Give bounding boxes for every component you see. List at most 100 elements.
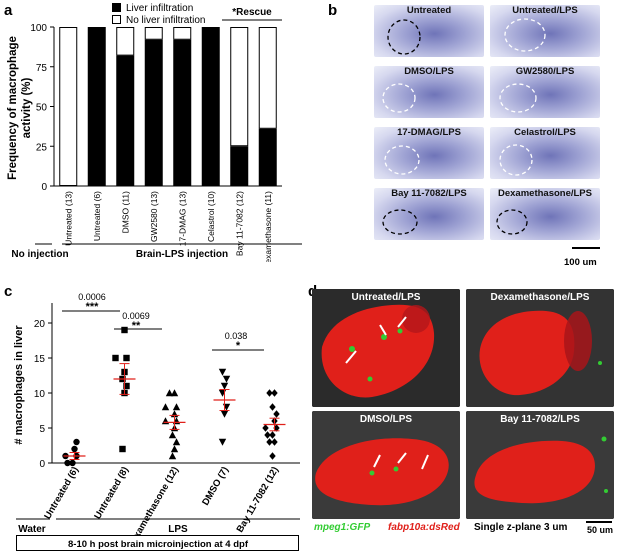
data-point — [112, 354, 119, 362]
bar-segment-liver — [144, 39, 163, 186]
chart-legend: Liver infiltration No liver infiltration — [112, 3, 205, 26]
data-point — [271, 438, 278, 446]
p-value-1: 0.0006 — [78, 292, 106, 302]
thumb-gw2580-lps: GW2580/LPS — [490, 66, 600, 118]
thumb-label: Untreated — [406, 5, 452, 16]
data-point — [64, 459, 71, 467]
data-point — [69, 459, 76, 467]
thumb-dmso-lps: DMSO/LPS — [374, 66, 484, 118]
x-tick-label: Untreated (6) — [42, 465, 81, 521]
p-value-3: 0.038 — [225, 331, 248, 341]
legend-swatch-no-liver — [112, 15, 121, 24]
y-axis-label: Frequency of macrophage activity (%) — [7, 36, 33, 180]
x-tick-label: DMSO (7) — [200, 465, 231, 508]
data-point — [222, 403, 231, 411]
thumb-label: GW2580/LPS — [515, 66, 575, 77]
scale-bar-d — [586, 521, 612, 523]
bar-segment-liver — [230, 146, 249, 186]
stars-3: * — [236, 340, 241, 352]
scatter-chart: # macrophages in liver 0 5 10 15 20 0.0006 *… — [13, 292, 300, 551]
data-point — [222, 375, 231, 383]
y-tick-label: 0 — [39, 459, 45, 470]
stars-1: *** — [86, 301, 100, 313]
thumb-label: Bay 11-7082/LPS — [391, 188, 467, 199]
liver-outline — [496, 209, 528, 235]
confocal-image — [466, 411, 614, 519]
thumb-untreated-lps: Untreated/LPS — [490, 5, 600, 57]
thumb-label: DMSO/LPS — [404, 66, 454, 77]
data-point — [262, 424, 269, 432]
scale-label-d: 50 um — [587, 525, 614, 535]
y-tick-label: 100 — [30, 23, 47, 34]
bar-segment-no-liver — [230, 27, 249, 147]
data-point — [71, 445, 78, 453]
x-tick-label: DMSO (11) — [120, 191, 130, 234]
x-tick-label: Untreated (13) — [63, 191, 73, 246]
data-point — [121, 326, 128, 334]
data-point — [266, 389, 273, 397]
data-point — [269, 403, 276, 411]
data-point — [273, 410, 280, 418]
data-point — [165, 389, 174, 397]
bar-segment-liver — [201, 27, 220, 186]
data-point — [172, 403, 181, 411]
image-label: Untreated/LPS — [351, 292, 421, 303]
protocol-box — [16, 535, 299, 551]
significance-brackets: 0.0006 *** 0.0069 ** 0.038 * — [62, 292, 264, 352]
data-point — [269, 452, 276, 460]
liver-outline — [382, 83, 416, 113]
data-point — [266, 438, 273, 446]
bar-segment-liver — [87, 27, 106, 186]
liver-outline — [504, 18, 546, 52]
group-label-water: Water — [18, 524, 46, 535]
data-point — [271, 389, 278, 397]
legend-label-liver: Liver infiltration — [126, 3, 193, 14]
data-point — [172, 438, 181, 446]
group-label-brain-lps: Brain-LPS injection — [136, 249, 228, 260]
panel-label-c: c — [4, 283, 13, 300]
liver-outline — [384, 145, 420, 175]
legend-dsred: fabp10a:dsRed — [388, 522, 460, 533]
y-tick-label: 15 — [34, 354, 46, 365]
image-label: Dexamethasone/LPS — [490, 292, 590, 303]
stacked-bar-chart: Liver infiltration No liver infiltration… — [7, 3, 302, 262]
data-point — [172, 417, 181, 425]
data-point — [273, 424, 280, 432]
x-tick-label: GW2580 (13) — [149, 191, 159, 242]
data-point — [264, 431, 271, 439]
confocal-image — [312, 289, 460, 407]
y-axis-label: # macrophages in liver — [13, 325, 25, 445]
data-point — [168, 431, 177, 439]
bar-segment-no-liver — [116, 27, 135, 56]
scale-bar-b — [572, 247, 600, 249]
confocal-bay-lps: Bay 11-7082/LPS — [466, 411, 614, 519]
thumb-label: Celastrol/LPS — [514, 127, 576, 138]
thumb-celastrol-lps: Celastrol/LPS — [490, 127, 600, 179]
data-point — [123, 382, 130, 390]
image-label: DMSO/LPS — [359, 414, 413, 425]
y-tick-label: 25 — [36, 142, 48, 153]
x-tick-label: Bay 11-7082 (12) — [234, 191, 244, 256]
x-tick-label: Celastrol (10) — [206, 191, 216, 242]
y-tick-label: 10 — [34, 389, 46, 400]
data-point — [220, 382, 229, 390]
y-tick-label: 0 — [41, 182, 47, 193]
liver-outline — [499, 83, 537, 113]
legend-gfp: mpeg1:GFP — [314, 522, 371, 533]
thumb-label: 17-DMAG/LPS — [397, 127, 461, 138]
p-value-2: 0.0069 — [122, 311, 150, 321]
stars-2: ** — [132, 320, 141, 332]
rescue-label: *Rescue — [232, 7, 272, 18]
group-label-lps: LPS — [168, 524, 188, 535]
y-tick-label: 20 — [34, 319, 46, 330]
x-tick-label: Untreated (8) — [92, 465, 131, 521]
bar-segment-liver — [116, 55, 135, 187]
data-point — [161, 403, 170, 411]
data-point — [161, 417, 170, 425]
bar-segment-no-liver — [258, 27, 277, 129]
thumb-dexamethasone-lps: Dexamethasone/LPS — [490, 188, 600, 240]
x-tick-label: Untreated (6) — [92, 191, 102, 241]
bar-segment-no-liver — [59, 27, 78, 186]
panel-label-a: a — [4, 2, 13, 19]
confocal-dmso-lps: DMSO/LPS — [312, 411, 460, 519]
